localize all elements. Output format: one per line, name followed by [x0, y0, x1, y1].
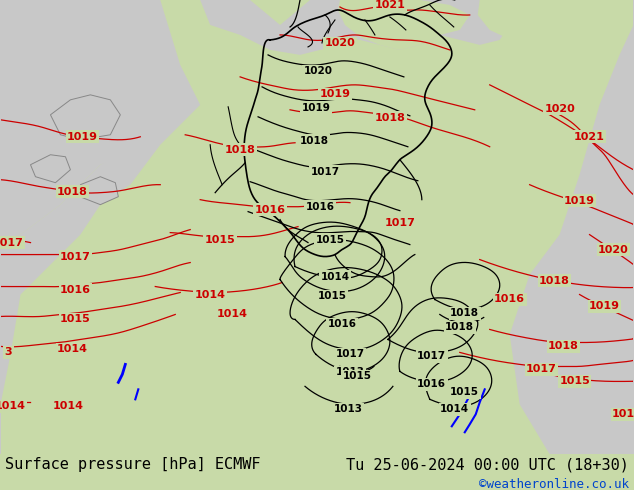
- Text: 1018: 1018: [445, 322, 474, 332]
- Text: 1021: 1021: [375, 0, 405, 10]
- Text: 1020: 1020: [544, 104, 575, 114]
- Text: 1018: 1018: [450, 309, 479, 318]
- Polygon shape: [510, 0, 633, 454]
- Text: 1018: 1018: [548, 342, 579, 351]
- Polygon shape: [478, 0, 540, 37]
- Text: 1014: 1014: [0, 401, 26, 411]
- Text: 1017: 1017: [384, 218, 415, 228]
- Text: 1020: 1020: [304, 66, 332, 76]
- Polygon shape: [1, 0, 200, 245]
- Text: 1013: 1013: [335, 368, 365, 377]
- Text: 1019: 1019: [302, 103, 330, 113]
- Text: 1014: 1014: [195, 290, 226, 299]
- Polygon shape: [51, 95, 120, 140]
- Text: 1017: 1017: [0, 238, 24, 247]
- Text: 1018: 1018: [299, 136, 328, 146]
- Text: 1013: 1013: [333, 404, 363, 415]
- Text: 3: 3: [4, 347, 12, 357]
- Text: 1016: 1016: [60, 285, 91, 294]
- Text: 1018: 1018: [224, 145, 256, 155]
- Text: 1016: 1016: [306, 202, 335, 212]
- Text: 1018: 1018: [375, 113, 405, 123]
- Text: 1019: 1019: [564, 196, 595, 206]
- Text: 1016: 1016: [327, 319, 356, 329]
- Text: Surface pressure [hPa] ECMWF: Surface pressure [hPa] ECMWF: [5, 458, 261, 472]
- Text: 1016: 1016: [255, 205, 285, 215]
- Text: 1014: 1014: [440, 404, 469, 415]
- Text: 1014: 1014: [217, 310, 248, 319]
- Text: 1017: 1017: [60, 251, 91, 262]
- Text: 1017: 1017: [335, 349, 365, 359]
- Text: 1017: 1017: [526, 365, 557, 374]
- Polygon shape: [30, 155, 70, 183]
- Text: 1017: 1017: [417, 351, 446, 362]
- Text: 1014: 1014: [53, 401, 84, 411]
- Text: 1015: 1015: [205, 235, 236, 245]
- Text: 1019: 1019: [320, 89, 351, 99]
- Text: 1014: 1014: [612, 409, 634, 419]
- Polygon shape: [579, 5, 609, 23]
- Text: 1017: 1017: [311, 167, 340, 177]
- Text: ©weatheronline.co.uk: ©weatheronline.co.uk: [479, 478, 629, 490]
- Polygon shape: [1, 145, 160, 454]
- Text: 1021: 1021: [574, 132, 605, 142]
- Text: 1018: 1018: [539, 275, 570, 286]
- Polygon shape: [305, 0, 510, 50]
- Text: 1018: 1018: [57, 187, 88, 196]
- Text: 1020: 1020: [598, 245, 629, 255]
- Text: 1015: 1015: [559, 376, 590, 386]
- Text: 1015: 1015: [342, 371, 372, 381]
- Text: 1019: 1019: [589, 301, 620, 312]
- Text: 1020: 1020: [325, 38, 355, 48]
- Polygon shape: [540, 0, 590, 27]
- Text: 1015: 1015: [316, 235, 344, 245]
- Polygon shape: [338, 0, 470, 50]
- Polygon shape: [200, 0, 360, 55]
- Text: 1016: 1016: [494, 294, 525, 304]
- Text: 1015: 1015: [318, 292, 346, 301]
- Text: 1015: 1015: [60, 315, 91, 324]
- Text: 1014: 1014: [320, 271, 349, 282]
- Text: 1016: 1016: [417, 379, 446, 390]
- Text: 1015: 1015: [450, 387, 479, 397]
- Text: Tu 25-06-2024 00:00 UTC (18+30): Tu 25-06-2024 00:00 UTC (18+30): [346, 458, 629, 472]
- Polygon shape: [81, 177, 119, 205]
- Text: 1014: 1014: [57, 344, 88, 354]
- Text: 1019: 1019: [67, 132, 98, 142]
